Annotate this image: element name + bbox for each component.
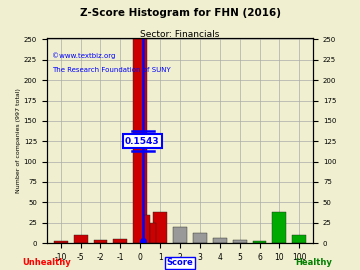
Bar	[133, 39, 147, 243]
Text: Sector: Financials: Sector: Financials	[140, 30, 220, 39]
Bar	[292, 235, 306, 243]
Bar	[74, 235, 87, 243]
Text: 0.1543: 0.1543	[125, 137, 159, 146]
Bar	[233, 240, 247, 243]
Bar	[144, 214, 150, 243]
Bar	[173, 227, 187, 243]
Y-axis label: Number of companies (997 total): Number of companies (997 total)	[16, 88, 21, 193]
Bar	[94, 240, 107, 243]
Bar	[273, 212, 286, 243]
Text: Healthy: Healthy	[295, 258, 332, 267]
Bar	[193, 233, 207, 243]
Bar	[150, 223, 156, 243]
Text: Unhealthy: Unhealthy	[22, 258, 71, 267]
Text: The Research Foundation of SUNY: The Research Foundation of SUNY	[52, 66, 171, 73]
Bar	[153, 212, 167, 243]
Text: ©www.textbiz.org: ©www.textbiz.org	[52, 52, 116, 59]
Bar	[253, 241, 266, 243]
Bar	[54, 241, 68, 243]
Bar	[213, 238, 227, 243]
Text: Score: Score	[167, 258, 193, 267]
Bar	[113, 239, 127, 243]
Text: Z-Score Histogram for FHN (2016): Z-Score Histogram for FHN (2016)	[80, 8, 280, 18]
